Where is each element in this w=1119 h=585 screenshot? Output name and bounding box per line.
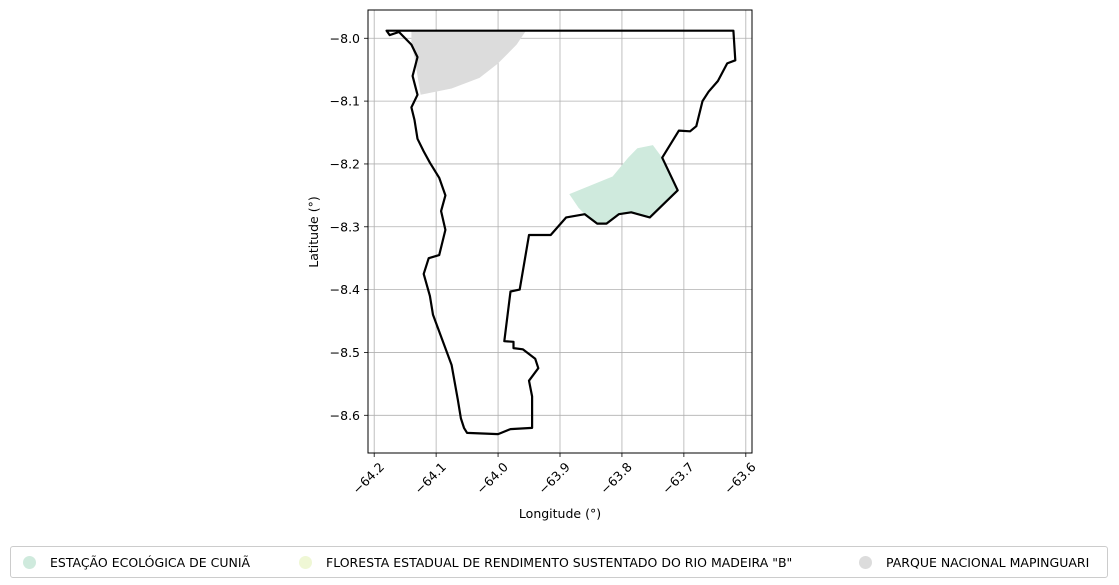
y-axis-ticks: −8.0 −8.1 −8.2 −8.3 −8.4 −8.5 −8.6 <box>330 31 368 423</box>
legend-marker <box>23 556 36 569</box>
y-tick-label: −8.1 <box>330 94 360 109</box>
x-tick-label: −63.8 <box>597 459 635 497</box>
y-tick-label: −8.4 <box>330 282 360 297</box>
x-tick-label: −63.9 <box>535 459 573 497</box>
legend-marker <box>859 556 872 569</box>
x-tick-label: −63.7 <box>659 459 697 497</box>
x-tick-label: −64.2 <box>349 459 387 497</box>
legend-label: ESTAÇÃO ECOLÓGICA DE CUNIÃ <box>50 555 250 570</box>
legend: ESTAÇÃO ECOLÓGICA DE CUNIÃ FLORESTA ESTA… <box>10 546 1108 578</box>
legend-item-mapinguari: PARQUE NACIONAL MAPINGUARI <box>859 547 1089 577</box>
x-axis-ticks: −64.2 −64.1 −64.0 −63.9 −63.8 −63.7 −63.6 <box>349 453 758 497</box>
y-tick-label: −8.0 <box>330 31 360 46</box>
legend-item-cunia: ESTAÇÃO ECOLÓGICA DE CUNIÃ <box>23 547 250 577</box>
x-tick-label: −64.1 <box>411 459 449 497</box>
legend-label: FLORESTA ESTADUAL DE RENDIMENTO SUSTENTA… <box>326 555 792 570</box>
y-tick-label: −8.3 <box>330 219 360 234</box>
y-axis-label: Latitude (°) <box>306 196 321 267</box>
y-tick-label: −8.2 <box>330 156 360 171</box>
x-tick-label: −63.6 <box>721 459 759 497</box>
x-tick-label: −64.0 <box>473 459 511 497</box>
y-tick-label: −8.5 <box>330 345 360 360</box>
x-axis-label: Longitude (°) <box>519 506 601 521</box>
legend-item-floresta-estadual: FLORESTA ESTADUAL DE RENDIMENTO SUSTENTA… <box>299 547 792 577</box>
y-tick-label: −8.6 <box>330 408 360 423</box>
legend-marker <box>299 556 312 569</box>
legend-label: PARQUE NACIONAL MAPINGUARI <box>886 555 1089 570</box>
